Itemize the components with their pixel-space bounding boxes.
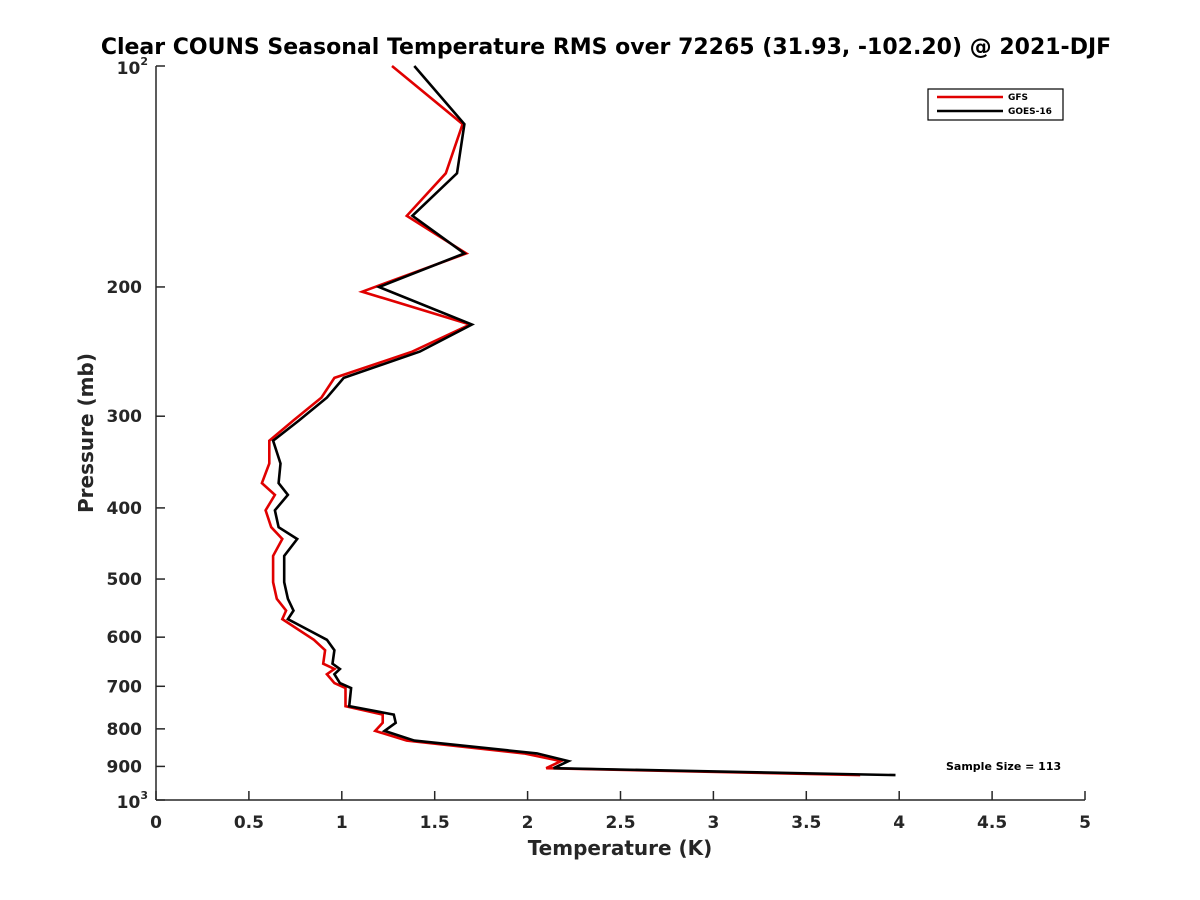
y-tick-label: 700 — [107, 677, 143, 697]
y-tick-label: 400 — [107, 499, 143, 519]
legend-label-gfs: GFS — [1008, 93, 1028, 103]
x-axis-label: Temperature (K) — [528, 836, 713, 860]
series-line-gfs — [260, 64, 861, 777]
x-tick-label: 3.5 — [791, 813, 821, 833]
sample-size-annotation: Sample Size = 113 — [946, 760, 1061, 773]
y-tick-label: 103 — [117, 789, 148, 813]
x-tick-label: 3 — [707, 813, 719, 833]
x-tick-label: 1.5 — [420, 813, 450, 833]
x-axis-ticks: 0 0.5 1 1.5 2 2.5 3 3.5 4 4.5 5 — [150, 791, 1091, 833]
y-tick-label: 600 — [107, 628, 143, 648]
y-axis-ticks: 102 200 300 400 500 600 700 800 900 103 — [107, 55, 165, 813]
series-lines — [260, 64, 896, 777]
y-tick-label: 900 — [107, 757, 143, 777]
chart-title: Clear COUNS Seasonal Temperature RMS ove… — [101, 35, 1111, 60]
x-tick-label: 4 — [893, 813, 905, 833]
x-tick-label: 2 — [522, 813, 534, 833]
legend-box — [927, 88, 1064, 121]
y-tick-label: 800 — [107, 720, 143, 740]
series-line-goes-16 — [271, 65, 896, 777]
y-tick-label: 102 — [117, 55, 148, 79]
legend-label-goes16: GOES-16 — [1008, 107, 1052, 117]
x-tick-label: 5 — [1079, 813, 1091, 833]
x-tick-label: 0.5 — [234, 813, 264, 833]
x-tick-label: 2.5 — [605, 813, 635, 833]
y-tick-label: 200 — [107, 278, 143, 298]
legend: GFS GOES-16 — [927, 88, 1064, 121]
x-tick-label: 4.5 — [977, 813, 1007, 833]
y-tick-label: 500 — [107, 570, 143, 590]
y-axis-label: Pressure (mb) — [74, 353, 98, 513]
x-tick-label: 0 — [150, 813, 162, 833]
x-tick-label: 1 — [336, 813, 348, 833]
y-tick-label: 300 — [107, 407, 143, 427]
plot-area — [155, 66, 1085, 801]
